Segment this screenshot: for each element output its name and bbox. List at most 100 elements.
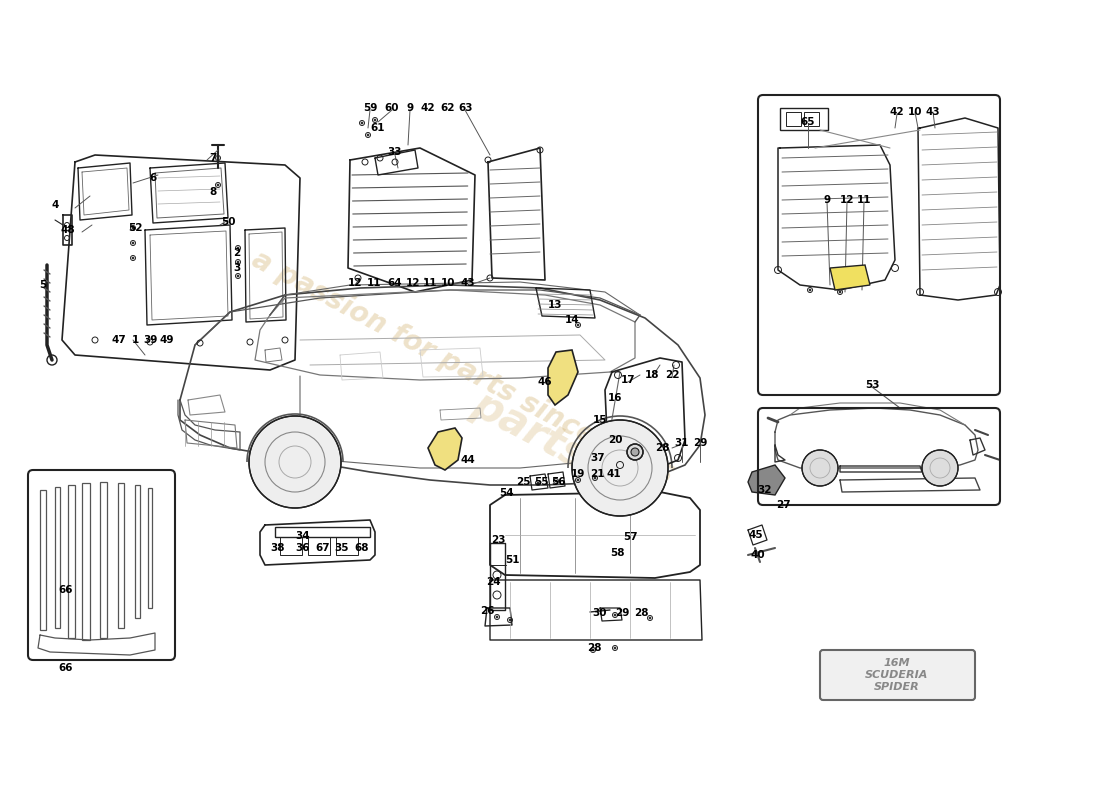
Text: 66: 66 <box>58 585 74 595</box>
Text: 67: 67 <box>316 543 330 553</box>
Circle shape <box>594 477 596 479</box>
Text: 27: 27 <box>776 500 790 510</box>
Text: 42: 42 <box>420 103 436 113</box>
Circle shape <box>236 275 239 277</box>
Circle shape <box>132 227 134 229</box>
Circle shape <box>631 448 639 456</box>
Bar <box>148 488 152 608</box>
Text: 34: 34 <box>296 531 310 541</box>
Circle shape <box>217 184 219 186</box>
Circle shape <box>132 242 134 244</box>
Text: 2: 2 <box>233 248 241 258</box>
Text: 39: 39 <box>144 335 158 345</box>
Text: 28: 28 <box>586 643 602 653</box>
Circle shape <box>496 616 498 618</box>
Circle shape <box>578 324 579 326</box>
Circle shape <box>249 416 341 508</box>
Text: 47: 47 <box>111 335 126 345</box>
Circle shape <box>627 444 644 460</box>
Bar <box>275 527 370 537</box>
Text: 49: 49 <box>160 335 174 345</box>
Text: 31: 31 <box>674 438 690 448</box>
Text: 12: 12 <box>348 278 362 288</box>
Text: 21: 21 <box>590 469 604 479</box>
Text: 40: 40 <box>750 550 766 560</box>
Circle shape <box>578 479 579 481</box>
Polygon shape <box>548 350 578 405</box>
Text: 35: 35 <box>334 543 350 553</box>
Text: 50: 50 <box>221 217 235 227</box>
Text: 9: 9 <box>824 195 830 205</box>
FancyBboxPatch shape <box>820 650 975 700</box>
Bar <box>68 485 75 638</box>
Circle shape <box>367 134 369 136</box>
Bar <box>55 487 60 628</box>
Circle shape <box>572 420 668 516</box>
Circle shape <box>802 450 838 486</box>
Circle shape <box>236 261 239 263</box>
Text: 66: 66 <box>58 663 74 673</box>
Text: 60: 60 <box>385 103 399 113</box>
Bar <box>118 483 124 628</box>
Circle shape <box>614 647 616 649</box>
Text: 25: 25 <box>516 477 530 487</box>
Bar <box>280 537 302 555</box>
Text: 54: 54 <box>499 488 515 498</box>
Text: 12: 12 <box>406 278 420 288</box>
Text: parts: parts <box>465 382 594 478</box>
Text: 38: 38 <box>271 543 285 553</box>
Text: 55: 55 <box>534 477 548 487</box>
Text: 32: 32 <box>758 485 772 495</box>
Polygon shape <box>830 265 870 290</box>
Circle shape <box>537 482 539 484</box>
Text: 63: 63 <box>459 103 473 113</box>
Text: 24: 24 <box>486 577 500 587</box>
Text: 64: 64 <box>387 278 403 288</box>
Text: 10: 10 <box>908 107 922 117</box>
Text: 4: 4 <box>52 200 58 210</box>
Circle shape <box>614 614 616 616</box>
Bar <box>786 112 801 126</box>
Text: 14: 14 <box>564 315 580 325</box>
Text: 11: 11 <box>366 278 382 288</box>
Text: a passion for parts since 1996: a passion for parts since 1996 <box>248 245 676 491</box>
Text: 13: 13 <box>548 300 562 310</box>
Text: 10: 10 <box>441 278 455 288</box>
Text: 20: 20 <box>607 435 623 445</box>
Circle shape <box>556 480 557 482</box>
Text: 29: 29 <box>615 608 629 618</box>
Text: 3: 3 <box>233 263 241 273</box>
Text: 11: 11 <box>857 195 871 205</box>
Text: 8: 8 <box>209 187 217 197</box>
Text: 16M
SCUDERIA
SPIDER: 16M SCUDERIA SPIDER <box>866 658 928 691</box>
Text: 26: 26 <box>480 606 494 616</box>
Text: 19: 19 <box>571 469 585 479</box>
Text: 12: 12 <box>839 195 855 205</box>
Text: 1: 1 <box>131 335 139 345</box>
Text: 58: 58 <box>609 548 625 558</box>
Text: 59: 59 <box>363 103 377 113</box>
Text: 7: 7 <box>209 153 217 163</box>
Circle shape <box>217 157 219 159</box>
Text: 22: 22 <box>664 370 680 380</box>
Text: 11: 11 <box>422 278 438 288</box>
Text: 62: 62 <box>441 103 455 113</box>
Bar <box>336 537 358 555</box>
Circle shape <box>509 619 512 621</box>
Text: 52: 52 <box>128 223 142 233</box>
Text: 46: 46 <box>538 377 552 387</box>
Text: 18: 18 <box>645 370 659 380</box>
Text: 28: 28 <box>654 443 669 453</box>
Text: 33: 33 <box>387 147 403 157</box>
Bar <box>135 485 140 618</box>
Text: 17: 17 <box>620 375 636 385</box>
Bar <box>82 483 90 640</box>
Text: 23: 23 <box>491 535 505 545</box>
Circle shape <box>649 617 651 619</box>
Text: 36: 36 <box>296 543 310 553</box>
Text: 53: 53 <box>865 380 879 390</box>
Circle shape <box>922 450 958 486</box>
Circle shape <box>374 119 376 121</box>
Bar <box>100 482 107 638</box>
Text: 56: 56 <box>551 477 565 487</box>
